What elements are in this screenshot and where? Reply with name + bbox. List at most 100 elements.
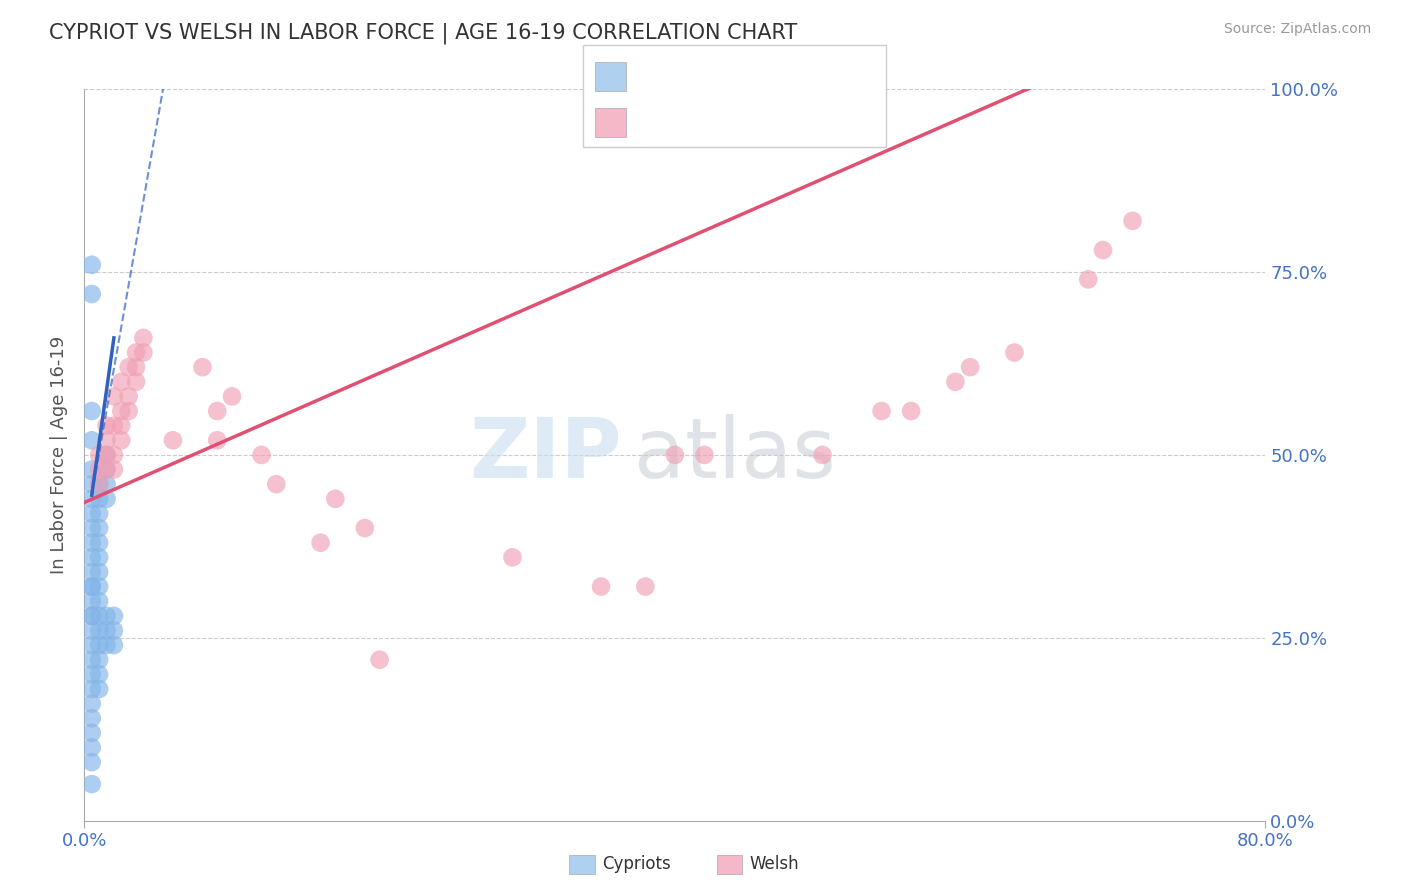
- Point: [250, 448, 273, 462]
- Point: [89, 550, 111, 565]
- Point: [96, 418, 118, 433]
- Point: [221, 389, 243, 403]
- Point: [80, 594, 103, 608]
- Point: [959, 360, 981, 375]
- Point: [1077, 272, 1099, 286]
- Point: [634, 580, 657, 594]
- Point: [89, 521, 111, 535]
- Point: [103, 389, 125, 403]
- Point: [80, 638, 103, 652]
- Point: [118, 389, 141, 403]
- Point: [80, 404, 103, 418]
- Point: [89, 624, 111, 638]
- Point: [80, 608, 103, 623]
- Text: Cypriots: Cypriots: [602, 855, 671, 873]
- Point: [80, 653, 103, 667]
- Point: [80, 697, 103, 711]
- Point: [811, 448, 834, 462]
- Point: [89, 507, 111, 521]
- Point: [89, 477, 111, 491]
- Point: [80, 521, 103, 535]
- Text: Source: ZipAtlas.com: Source: ZipAtlas.com: [1223, 22, 1371, 37]
- Point: [80, 507, 103, 521]
- Point: [89, 638, 111, 652]
- Point: [80, 608, 103, 623]
- Point: [205, 404, 228, 418]
- Point: [110, 375, 132, 389]
- Point: [900, 404, 922, 418]
- Text: CYPRIOT VS WELSH IN LABOR FORCE | AGE 16-19 CORRELATION CHART: CYPRIOT VS WELSH IN LABOR FORCE | AGE 16…: [49, 22, 797, 44]
- Point: [80, 580, 103, 594]
- Point: [96, 462, 118, 476]
- Point: [80, 681, 103, 696]
- Point: [89, 653, 111, 667]
- Point: [89, 580, 111, 594]
- Point: [80, 550, 103, 565]
- Point: [591, 580, 613, 594]
- Point: [264, 477, 288, 491]
- Point: [693, 448, 716, 462]
- Point: [89, 535, 111, 549]
- Point: [870, 404, 893, 418]
- Point: [368, 653, 391, 667]
- Point: [162, 434, 184, 448]
- Point: [80, 777, 103, 791]
- Point: [309, 535, 332, 549]
- Point: [125, 375, 148, 389]
- Point: [80, 726, 103, 740]
- Point: [96, 624, 118, 638]
- Point: [132, 345, 155, 359]
- Point: [80, 535, 103, 549]
- Point: [132, 331, 155, 345]
- Point: [103, 608, 125, 623]
- Point: [89, 477, 111, 491]
- Point: [80, 740, 103, 755]
- Point: [945, 375, 967, 389]
- Point: [80, 287, 103, 301]
- Point: [96, 477, 118, 491]
- Point: [125, 360, 148, 375]
- Text: Welsh: Welsh: [749, 855, 799, 873]
- Text: ZIP: ZIP: [470, 415, 621, 495]
- Point: [80, 624, 103, 638]
- Point: [80, 755, 103, 769]
- Point: [96, 462, 118, 476]
- Point: [103, 462, 125, 476]
- Point: [191, 360, 214, 375]
- Point: [501, 550, 523, 565]
- Point: [110, 434, 132, 448]
- Point: [89, 462, 111, 476]
- Y-axis label: In Labor Force | Age 16-19: In Labor Force | Age 16-19: [51, 335, 69, 574]
- Point: [80, 434, 103, 448]
- Point: [103, 638, 125, 652]
- Point: [1004, 345, 1026, 359]
- Point: [125, 345, 148, 359]
- Point: [118, 360, 141, 375]
- Point: [96, 638, 118, 652]
- Point: [80, 258, 103, 272]
- Point: [354, 521, 377, 535]
- Point: [80, 477, 103, 491]
- Point: [110, 418, 132, 433]
- Point: [96, 448, 118, 462]
- Text: R =  0.411   N = 53: R = 0.411 N = 53: [633, 66, 824, 85]
- Point: [103, 418, 125, 433]
- Point: [80, 667, 103, 681]
- Point: [89, 681, 111, 696]
- Point: [96, 434, 118, 448]
- Point: [205, 434, 228, 448]
- Point: [89, 448, 111, 462]
- Point: [664, 448, 686, 462]
- Point: [323, 491, 347, 506]
- Point: [80, 491, 103, 506]
- Point: [89, 608, 111, 623]
- Point: [80, 580, 103, 594]
- Point: [80, 462, 103, 476]
- Text: atlas: atlas: [634, 415, 835, 495]
- Point: [89, 491, 111, 506]
- Point: [110, 404, 132, 418]
- Point: [1092, 243, 1115, 257]
- Point: [96, 448, 118, 462]
- Point: [103, 448, 125, 462]
- Point: [118, 404, 141, 418]
